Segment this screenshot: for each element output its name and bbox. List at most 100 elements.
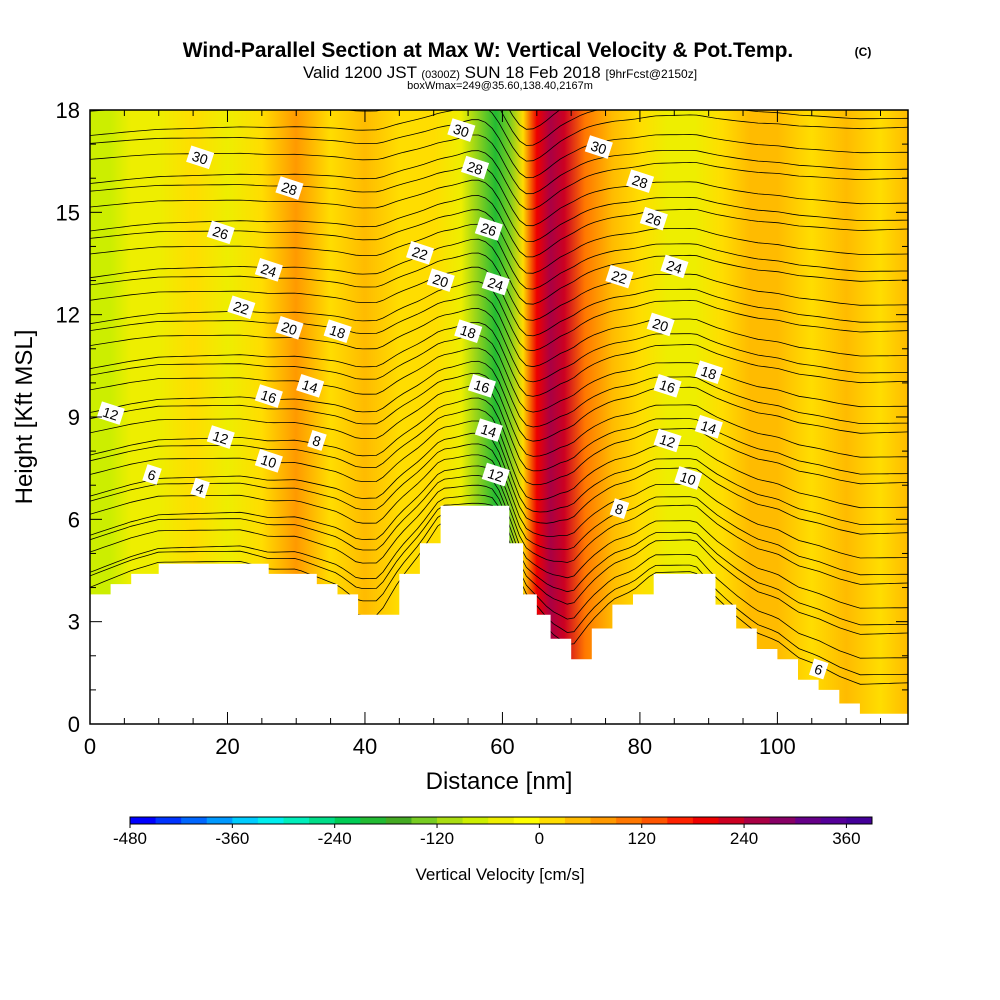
x-tick-label: 20 [215, 734, 239, 759]
isentrope-line [90, 484, 908, 626]
isentrope-label-text: 10 [259, 451, 279, 471]
isentrope-line [90, 321, 908, 397]
isentrope-label-text: 28 [279, 178, 299, 198]
isentrope-label-text: 20 [279, 318, 299, 338]
x-tick-label: 0 [84, 734, 96, 759]
colorbar-tick-label: -240 [318, 829, 352, 848]
isentrope-label-box [96, 401, 125, 425]
colorbar-segment [769, 817, 796, 824]
isentrope-label: 12 [96, 401, 125, 425]
isentrope-label-box [447, 118, 476, 142]
isentrope-label-text: 12 [211, 427, 231, 447]
isentrope-label-box [206, 220, 235, 245]
isentrope-line [90, 110, 908, 146]
plot-area: 30 28 26 24 22 20 18 16 14 12 12 10 8 6 4 30 28 26 24 22 20 1… [90, 110, 908, 724]
isentrope-label-box [474, 418, 503, 442]
isentrope-label-text: 24 [664, 257, 684, 277]
isentrope-label-box [426, 268, 455, 292]
isentrope-label-text: 24 [259, 260, 279, 280]
isentrope-line [90, 150, 908, 210]
isentrope-line [90, 347, 908, 428]
isentrope-label-box [454, 319, 483, 344]
y-tick-label: 0 [68, 712, 80, 737]
isentrope-label-box [323, 319, 352, 344]
isentrope-label: 22 [605, 264, 634, 289]
isentrope-label: 8 [307, 430, 327, 451]
isentrope-line [90, 360, 908, 442]
colorbar-segment [590, 817, 617, 824]
isentrope-label: 26 [206, 220, 235, 245]
isentrope-label-box [474, 217, 503, 241]
terrain [90, 505, 908, 724]
isentrope-label: 28 [626, 169, 655, 193]
isentrope-line [90, 223, 908, 290]
colorbar-segment [564, 817, 591, 824]
isentrope-label: 28 [275, 176, 304, 200]
isentrope-label: 20 [426, 268, 455, 292]
isentrope-label-box [227, 295, 256, 320]
isentrope-label: 8 [609, 498, 630, 520]
isentrope-label: 26 [474, 217, 503, 241]
isentrope-line [90, 238, 908, 305]
isentrope-label: 16 [254, 384, 283, 408]
isentrope-label: 16 [467, 374, 496, 398]
subtitle-valid: Valid 1200 JST [303, 63, 417, 82]
isentrope-line [90, 432, 908, 535]
colorbar-segment [334, 817, 361, 824]
isentrope-label-box [296, 374, 325, 398]
isentrope-label-text: 22 [231, 298, 251, 318]
isentrope-label: 20 [275, 316, 304, 340]
chart-title: Wind-Parallel Section at Max W: Vertical… [183, 39, 794, 62]
isentrope-line [90, 134, 908, 195]
isentrope-label: 4 [190, 477, 210, 499]
isentrope-label-box [461, 155, 490, 180]
isentrope-line [90, 179, 908, 243]
isentrope-label-text: 30 [190, 148, 210, 168]
isentrope-line [90, 119, 908, 179]
isentrope-line [90, 294, 908, 368]
colorbar-segment [360, 817, 387, 824]
y-tick-label: 9 [68, 405, 80, 430]
isentrope-label-text: 10 [678, 468, 698, 488]
colorbar-segment [692, 817, 719, 824]
colorbar-segment [257, 817, 284, 824]
isentrope-label-box [694, 414, 723, 439]
y-axis: 0 3 6 9 12 15 18 [56, 98, 908, 737]
isentrope-label-box [609, 498, 630, 520]
colorbar-segment [206, 817, 233, 824]
isentrope-label-text: 16 [259, 386, 279, 406]
subtitle-forecast: [9hrFcst@2150z] [606, 67, 698, 81]
isentrope-label-text: 18 [458, 322, 478, 342]
isentrope-label-box [275, 176, 304, 200]
colorbar-segment [181, 817, 208, 824]
isentrope-label: 30 [447, 118, 476, 142]
isentrope-label: 10 [674, 466, 703, 490]
y-tick-label: 3 [68, 610, 80, 635]
isentrope-label-box [206, 425, 235, 449]
colorbar-segment [437, 817, 464, 824]
y-tick-label: 15 [56, 200, 80, 225]
y-axis-title: Height [Kft MSL] [11, 330, 38, 505]
isentrope-label-box [639, 206, 668, 231]
isentrope-line [90, 110, 908, 162]
isentrope-label-box [307, 430, 327, 451]
isentrope-line [90, 164, 908, 227]
colorbar-segment [283, 817, 310, 824]
isentrope-label-box [186, 145, 215, 170]
isentrope-line [90, 385, 908, 475]
x-axis: 0 20 40 60 80 100 [84, 110, 882, 759]
isentrope-label-box [808, 658, 829, 680]
isentrope-label: 24 [481, 271, 510, 296]
isentrope-label: 14 [296, 374, 325, 398]
isentrope-label: 6 [808, 658, 829, 680]
colorbar-segment [232, 817, 259, 824]
isentrope-label-box [481, 271, 510, 296]
isentrope-label: 18 [454, 319, 483, 344]
isentrope-label-box [694, 360, 723, 385]
colorbar-segment [462, 817, 489, 824]
isentrope-label: 30 [584, 135, 613, 159]
colorbar-segment [820, 817, 847, 824]
y-tick-label: 18 [56, 98, 80, 123]
colorbar-tick-label: -120 [420, 829, 454, 848]
isentrope-line [90, 475, 908, 609]
